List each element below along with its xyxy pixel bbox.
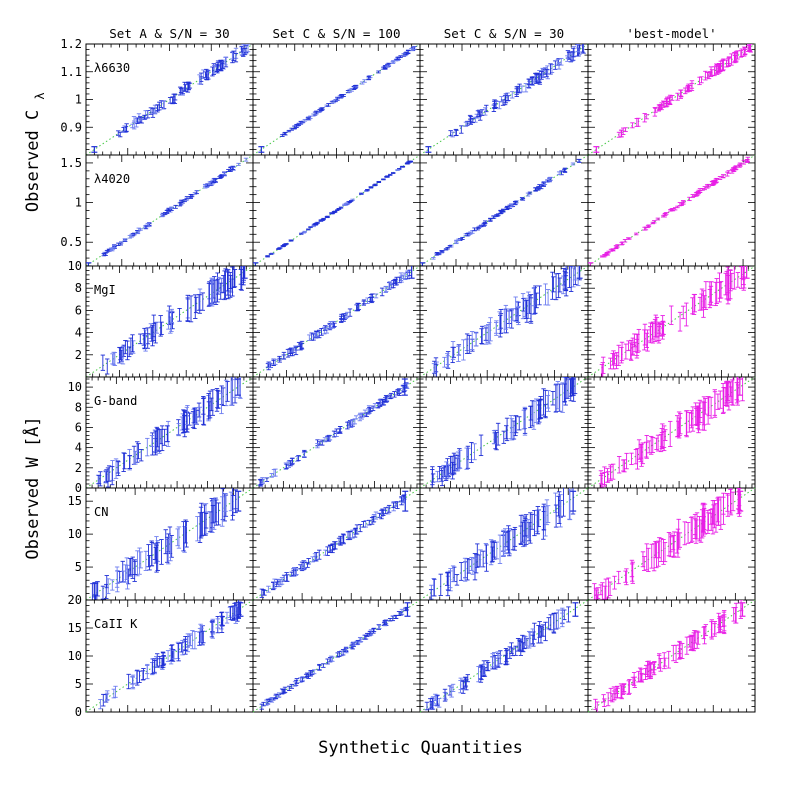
series-points <box>431 266 583 377</box>
panel <box>252 154 421 267</box>
series-points <box>86 157 249 266</box>
series-points <box>593 44 753 153</box>
panel <box>419 154 589 267</box>
y-tick-label: 0.5 <box>60 235 82 249</box>
column-title: Set A & S/N = 30 <box>109 26 229 41</box>
y-tick-label: 0 <box>75 481 82 495</box>
panel <box>587 154 756 267</box>
y-tick-label: 2 <box>75 461 82 475</box>
y-tick-label: 1.2 <box>60 37 82 51</box>
series-points <box>425 44 586 153</box>
panel: 0.5 1 1.5 λ4020 <box>60 154 254 267</box>
y-tick-label: 6 <box>75 303 82 317</box>
series-points <box>599 266 750 377</box>
series-points <box>253 160 414 266</box>
panel <box>419 265 589 378</box>
series-points <box>258 46 417 153</box>
column-title: Set C & S/N = 100 <box>273 26 401 41</box>
y-tick-label: 8 <box>75 400 82 414</box>
y-tick-label: 6 <box>75 420 82 434</box>
panel: 0.9 1 1.1 1.2 λ6630 <box>60 37 254 156</box>
series-points <box>100 266 248 375</box>
series-points <box>95 377 243 488</box>
panel <box>252 376 421 489</box>
row-label: G-band <box>94 394 137 408</box>
panel <box>587 265 756 378</box>
y-tick-label: 1.5 <box>60 156 82 170</box>
y-tick-label: 4 <box>75 326 82 340</box>
y-tick-label: 2 <box>75 348 82 362</box>
panel <box>419 376 589 489</box>
one-to-one-line <box>85 43 254 156</box>
y-tick-label: 0.9 <box>60 120 82 134</box>
panel <box>252 265 421 378</box>
one-to-one-line <box>419 43 589 156</box>
y-tick-label: 1.1 <box>60 65 82 79</box>
one-to-one-line <box>587 43 756 156</box>
panel: 0 2 4 6 8 10 G-band <box>68 376 254 495</box>
series-points <box>420 158 582 266</box>
column-titles: Set A & S/N = 30 Set C & S/N = 100 Set C &… <box>109 26 716 41</box>
y-tick-label: 10 <box>68 380 82 394</box>
y-tick-label: 1 <box>75 196 82 210</box>
y-tick-label: 8 <box>75 281 82 295</box>
series-points <box>588 156 750 266</box>
panel <box>252 43 421 156</box>
row-label: λ4020 <box>94 172 130 186</box>
panel <box>419 43 589 156</box>
series-points <box>257 378 410 487</box>
y-tick-label: 10 <box>68 259 82 273</box>
panel-grid: 0.9 1 1.1 1.2 λ6630 0.5 1 1.5 λ4020 2 4 6 8 10 MgI 0 2 4 6… <box>60 37 756 719</box>
row-label: MgI <box>94 283 116 297</box>
one-to-one-line <box>85 376 254 489</box>
y-tick-label: 4 <box>75 441 82 455</box>
panel <box>587 43 756 156</box>
column-title: 'best-model' <box>626 26 716 41</box>
series-points <box>91 44 251 153</box>
row-label: λ6630 <box>94 61 130 75</box>
panel: 2 4 6 8 10 MgI <box>68 259 254 378</box>
series-points <box>265 266 415 371</box>
y-tick-label: 1 <box>75 93 82 107</box>
column-title: Set C & S/N = 30 <box>444 26 564 41</box>
